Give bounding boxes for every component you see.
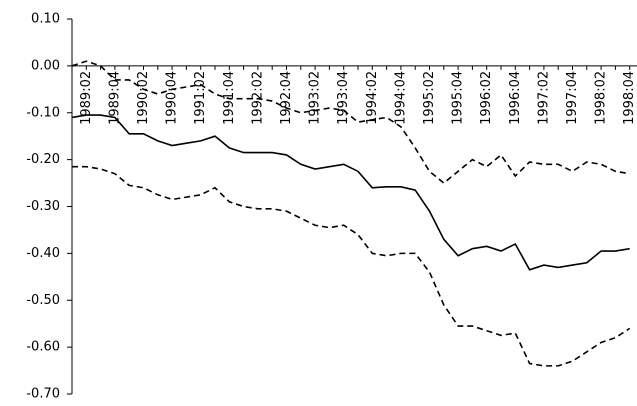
y-tick-label: -0.20 [26, 152, 60, 167]
y-tick-label: -0.70 [26, 387, 60, 402]
x-tick-label: 1998:04 [622, 71, 637, 125]
x-tick-label: 1990:04 [165, 71, 180, 125]
series-line [71, 60, 630, 185]
x-tick-label: 1992:02 [250, 71, 265, 125]
y-tick-label: 0.00 [31, 58, 60, 73]
series-line [71, 114, 630, 271]
x-tick-label: 1994:02 [365, 71, 380, 125]
x-tick-label: 1997:04 [565, 71, 580, 125]
y-tick-label: -0.50 [26, 293, 60, 308]
y-tick-label: -0.30 [26, 199, 60, 214]
x-tick-label: 1990:02 [136, 71, 151, 125]
y-tick-label: -0.10 [26, 105, 60, 120]
x-tick-label: 1997:02 [536, 71, 551, 125]
x-tick-label: 1998:02 [594, 71, 609, 125]
x-tick-label: 1995:04 [451, 71, 466, 125]
x-tick-label: 1989:04 [107, 71, 122, 125]
x-tick-label: 1996:04 [508, 71, 523, 125]
x-tick-label: 1994:04 [393, 71, 408, 125]
x-tick-label: 1995:02 [422, 71, 437, 125]
y-tick-label: -0.40 [26, 246, 60, 261]
x-tick-label: 1992:04 [279, 71, 294, 125]
x-tick-label: 1993:04 [336, 71, 351, 125]
y-tick-label: 0.10 [31, 12, 60, 27]
x-tick-label: 1989:02 [79, 71, 94, 125]
x-tick-label: 1993:02 [308, 71, 323, 125]
y-tick-label: -0.60 [26, 340, 60, 355]
series-line [72, 165, 631, 367]
x-tick-label: 1996:02 [479, 71, 494, 125]
x-tick-label: 1991:02 [193, 71, 208, 125]
